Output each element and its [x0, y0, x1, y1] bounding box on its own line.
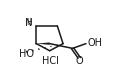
- Polygon shape: [36, 42, 50, 45]
- Text: H: H: [26, 18, 32, 27]
- Text: HO: HO: [19, 49, 34, 59]
- Text: O: O: [76, 56, 84, 66]
- Text: N: N: [25, 18, 32, 28]
- Text: HCl: HCl: [42, 56, 59, 66]
- Text: OH: OH: [88, 38, 103, 48]
